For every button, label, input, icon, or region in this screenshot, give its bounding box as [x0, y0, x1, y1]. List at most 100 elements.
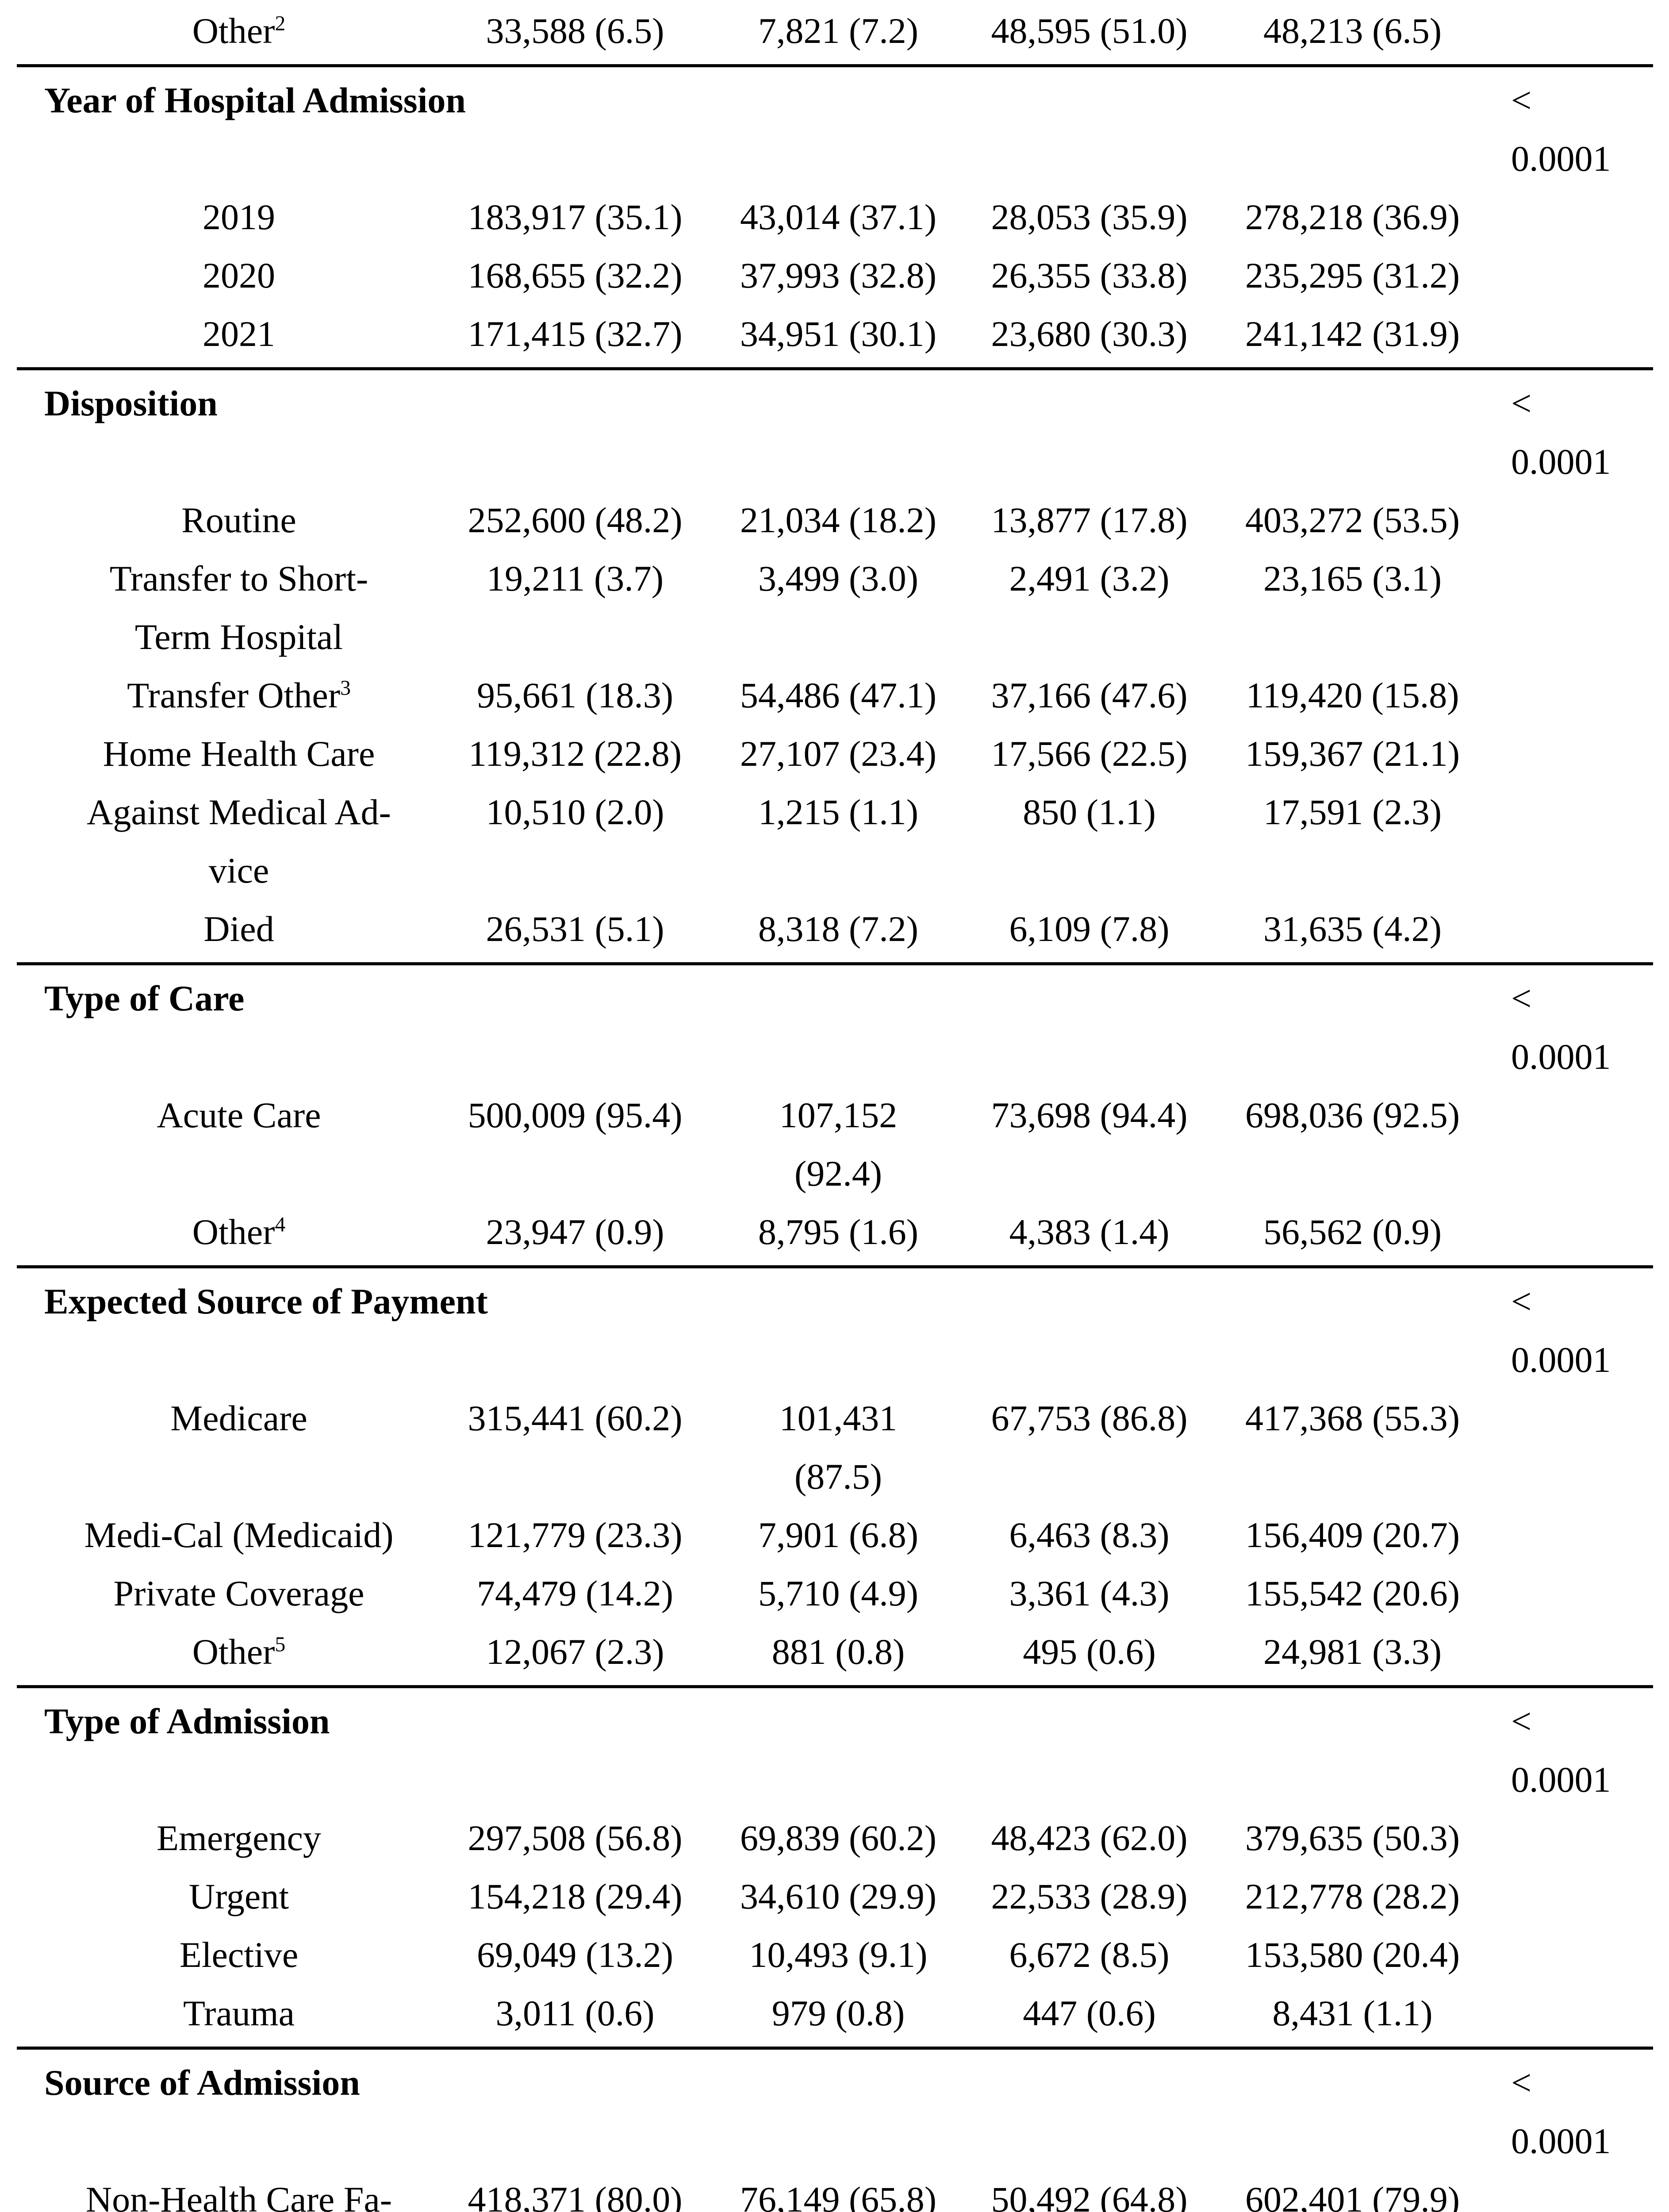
cell-value: 22,533 (28.9): [991, 1876, 1188, 1916]
cell-value: 26,531 (5.1): [486, 909, 664, 949]
table-row: Non-Health Care Fa- cility 418,371 (80.0)…: [0, 2170, 1669, 2212]
cell-value: 73,698 (94.4): [991, 1095, 1188, 1135]
cell-value: 379,635 (50.3): [1245, 1818, 1460, 1858]
section-header-row: Source of Admission <0.0001: [0, 2054, 1669, 2170]
cell-value: 171,415 (32.7): [468, 314, 683, 354]
table-row: Other4 23,947 (0.9) 8,795 (1.6) 4,383 (1.4)…: [0, 1203, 1669, 1261]
p-less-than-symbol: <: [1511, 80, 1532, 120]
p-value: 0.0001: [1511, 442, 1611, 482]
cell-value: 50,492 (64.8): [991, 2179, 1188, 2212]
p-value-cell: <0.0001: [1504, 1272, 1669, 1389]
cell-value: 4,383 (1.4): [1009, 1212, 1170, 1252]
cell-value: 74,479 (14.2): [476, 1573, 674, 1613]
cell-value: 297,508 (56.8): [468, 1818, 683, 1858]
table-row: 2019 183,917 (35.1) 43,014 (37.1) 28,053 (3…: [0, 188, 1669, 246]
table-row: Died 26,531 (5.1) 8,318 (7.2) 6,109 (7.8) 31…: [0, 900, 1669, 958]
cell-value: 3,011 (0.6): [495, 1993, 655, 2033]
cell-value: 417,368 (55.3): [1245, 1398, 1460, 1438]
row-label-text: Other: [192, 1632, 275, 1672]
section-header-row: Disposition <0.0001: [0, 374, 1669, 491]
section-header-row: Expected Source of Payment <0.0001: [0, 1272, 1669, 1389]
row-label: Home Health Care: [0, 725, 451, 783]
table-row: Against Medical Ad- vice 10,510 (2.0) 1,21…: [0, 783, 1669, 900]
row-label: Transfer Other3: [0, 666, 451, 725]
p-value: 0.0001: [1511, 1340, 1611, 1380]
cell-value: 121,779 (23.3): [468, 1515, 683, 1555]
section-header-label: Expected Source of Payment: [44, 1281, 488, 1321]
table-row: Transfer Other3 95,661 (18.3) 54,486 (47.1…: [0, 666, 1669, 725]
cell-value: 56,562 (0.9): [1263, 1212, 1442, 1252]
section-header-row: Year of Hospital Admission <0.0001: [0, 71, 1669, 188]
cell-value: 27,107 (23.4): [740, 733, 937, 774]
cell-value: 67,753 (86.8): [991, 1398, 1188, 1438]
cell-value: 24,981 (3.3): [1263, 1632, 1442, 1672]
row-label-superscript: 3: [340, 676, 351, 700]
cell-value: 23,165 (3.1): [1263, 558, 1442, 599]
row-label-text: Acute Care: [157, 1095, 321, 1135]
p-less-than-symbol: <: [1511, 978, 1532, 1018]
cell-value: 54,486 (47.1): [740, 675, 937, 715]
row-label: 2019: [0, 188, 451, 246]
cell-value: 10,493 (9.1): [749, 1935, 928, 1975]
cell-value: 403,272 (53.5): [1245, 500, 1460, 540]
section-header-label: Source of Admission: [44, 2062, 360, 2103]
row-label-text: 2019: [203, 197, 275, 237]
row-label-text: Elective: [179, 1935, 299, 1975]
cell-value: 241,142 (31.9): [1245, 314, 1460, 354]
row-label-text: Transfer to Short- Term Hospital: [109, 558, 368, 657]
row-label: Died: [0, 900, 451, 958]
section-header-label: Disposition: [44, 383, 218, 423]
row-label: Elective: [0, 1926, 451, 1984]
p-less-than-symbol: <: [1511, 1701, 1532, 1741]
row-label-text: 2021: [203, 314, 275, 354]
row-label: Transfer to Short- Term Hospital: [0, 549, 451, 666]
cell-value: 698,036 (92.5): [1245, 1095, 1460, 1135]
table-row: 2020 168,655 (32.2) 37,993 (32.8) 26,355 (3…: [0, 246, 1669, 305]
p-less-than-symbol: <: [1511, 2062, 1532, 2103]
row-label: Against Medical Ad- vice: [0, 783, 451, 900]
table-row: Trauma 3,011 (0.6) 979 (0.8) 447 (0.6) 8,431…: [0, 1984, 1669, 2043]
table-row: Other5 12,067 (2.3) 881 (0.8) 495 (0.6) 24,9…: [0, 1623, 1669, 1681]
row-label-text: Other: [192, 11, 275, 51]
section-header-label: Type of Care: [44, 978, 245, 1018]
row-label: Non-Health Care Fa- cility: [0, 2170, 451, 2212]
cell-value: 119,312 (22.8): [468, 733, 682, 774]
cell-value: 3,361 (4.3): [1009, 1573, 1170, 1613]
p-value: 0.0001: [1511, 1759, 1611, 1800]
section-header-label: Year of Hospital Admission: [44, 80, 466, 120]
table-row: Elective 69,049 (13.2) 10,493 (9.1) 6,672 (…: [0, 1926, 1669, 1984]
p-value: 0.0001: [1511, 138, 1611, 179]
row-label: Urgent: [0, 1867, 451, 1926]
cell-value: 107,152 (92.4): [779, 1095, 898, 1194]
row-label-text: Against Medical Ad- vice: [87, 792, 391, 891]
cell-value: 252,600 (48.2): [468, 500, 683, 540]
cell-value: 48,213 (6.5): [1263, 11, 1442, 51]
cell-value: 235,295 (31.2): [1245, 255, 1460, 296]
table-row: Urgent 154,218 (29.4) 34,610 (29.9) 22,533 …: [0, 1867, 1669, 1926]
row-label: Emergency: [0, 1809, 451, 1867]
row-label-text: Emergency: [157, 1818, 321, 1858]
row-label-text: 2020: [203, 255, 275, 296]
table-row: Transfer to Short- Term Hospital 19,211 (…: [0, 549, 1669, 666]
cell-value: 6,672 (8.5): [1009, 1935, 1170, 1975]
p-value-cell: <0.0001: [1504, 71, 1669, 188]
cell-value: 31,635 (4.2): [1263, 909, 1442, 949]
row-label-text: Non-Health Care Fa- cility: [85, 2179, 392, 2212]
cell-value: 979 (0.8): [771, 1993, 905, 2033]
p-value-cell: <0.0001: [1504, 1692, 1669, 1809]
cell-value: 2,491 (3.2): [1009, 558, 1170, 599]
cell-value: 447 (0.6): [1023, 1993, 1156, 2033]
cell-value: 881 (0.8): [771, 1632, 905, 1672]
row-label-text: Home Health Care: [103, 733, 375, 774]
cell-value: 6,109 (7.8): [1009, 909, 1170, 949]
row-label-text: Died: [203, 909, 274, 949]
table-row: Emergency 297,508 (56.8) 69,839 (60.2) 48,4…: [0, 1809, 1669, 1867]
table-row: Private Coverage 74,479 (14.2) 5,710 (4.9)…: [0, 1564, 1669, 1623]
cell-value: 155,542 (20.6): [1245, 1573, 1460, 1613]
cell-value: 278,218 (36.9): [1245, 197, 1460, 237]
row-label: Trauma: [0, 1984, 451, 2043]
cell-value: 43,014 (37.1): [740, 197, 937, 237]
table-row: Acute Care 500,009 (95.4) 107,152 (92.4) 73…: [0, 1086, 1669, 1203]
row-label-text: Trauma: [183, 1993, 295, 2033]
